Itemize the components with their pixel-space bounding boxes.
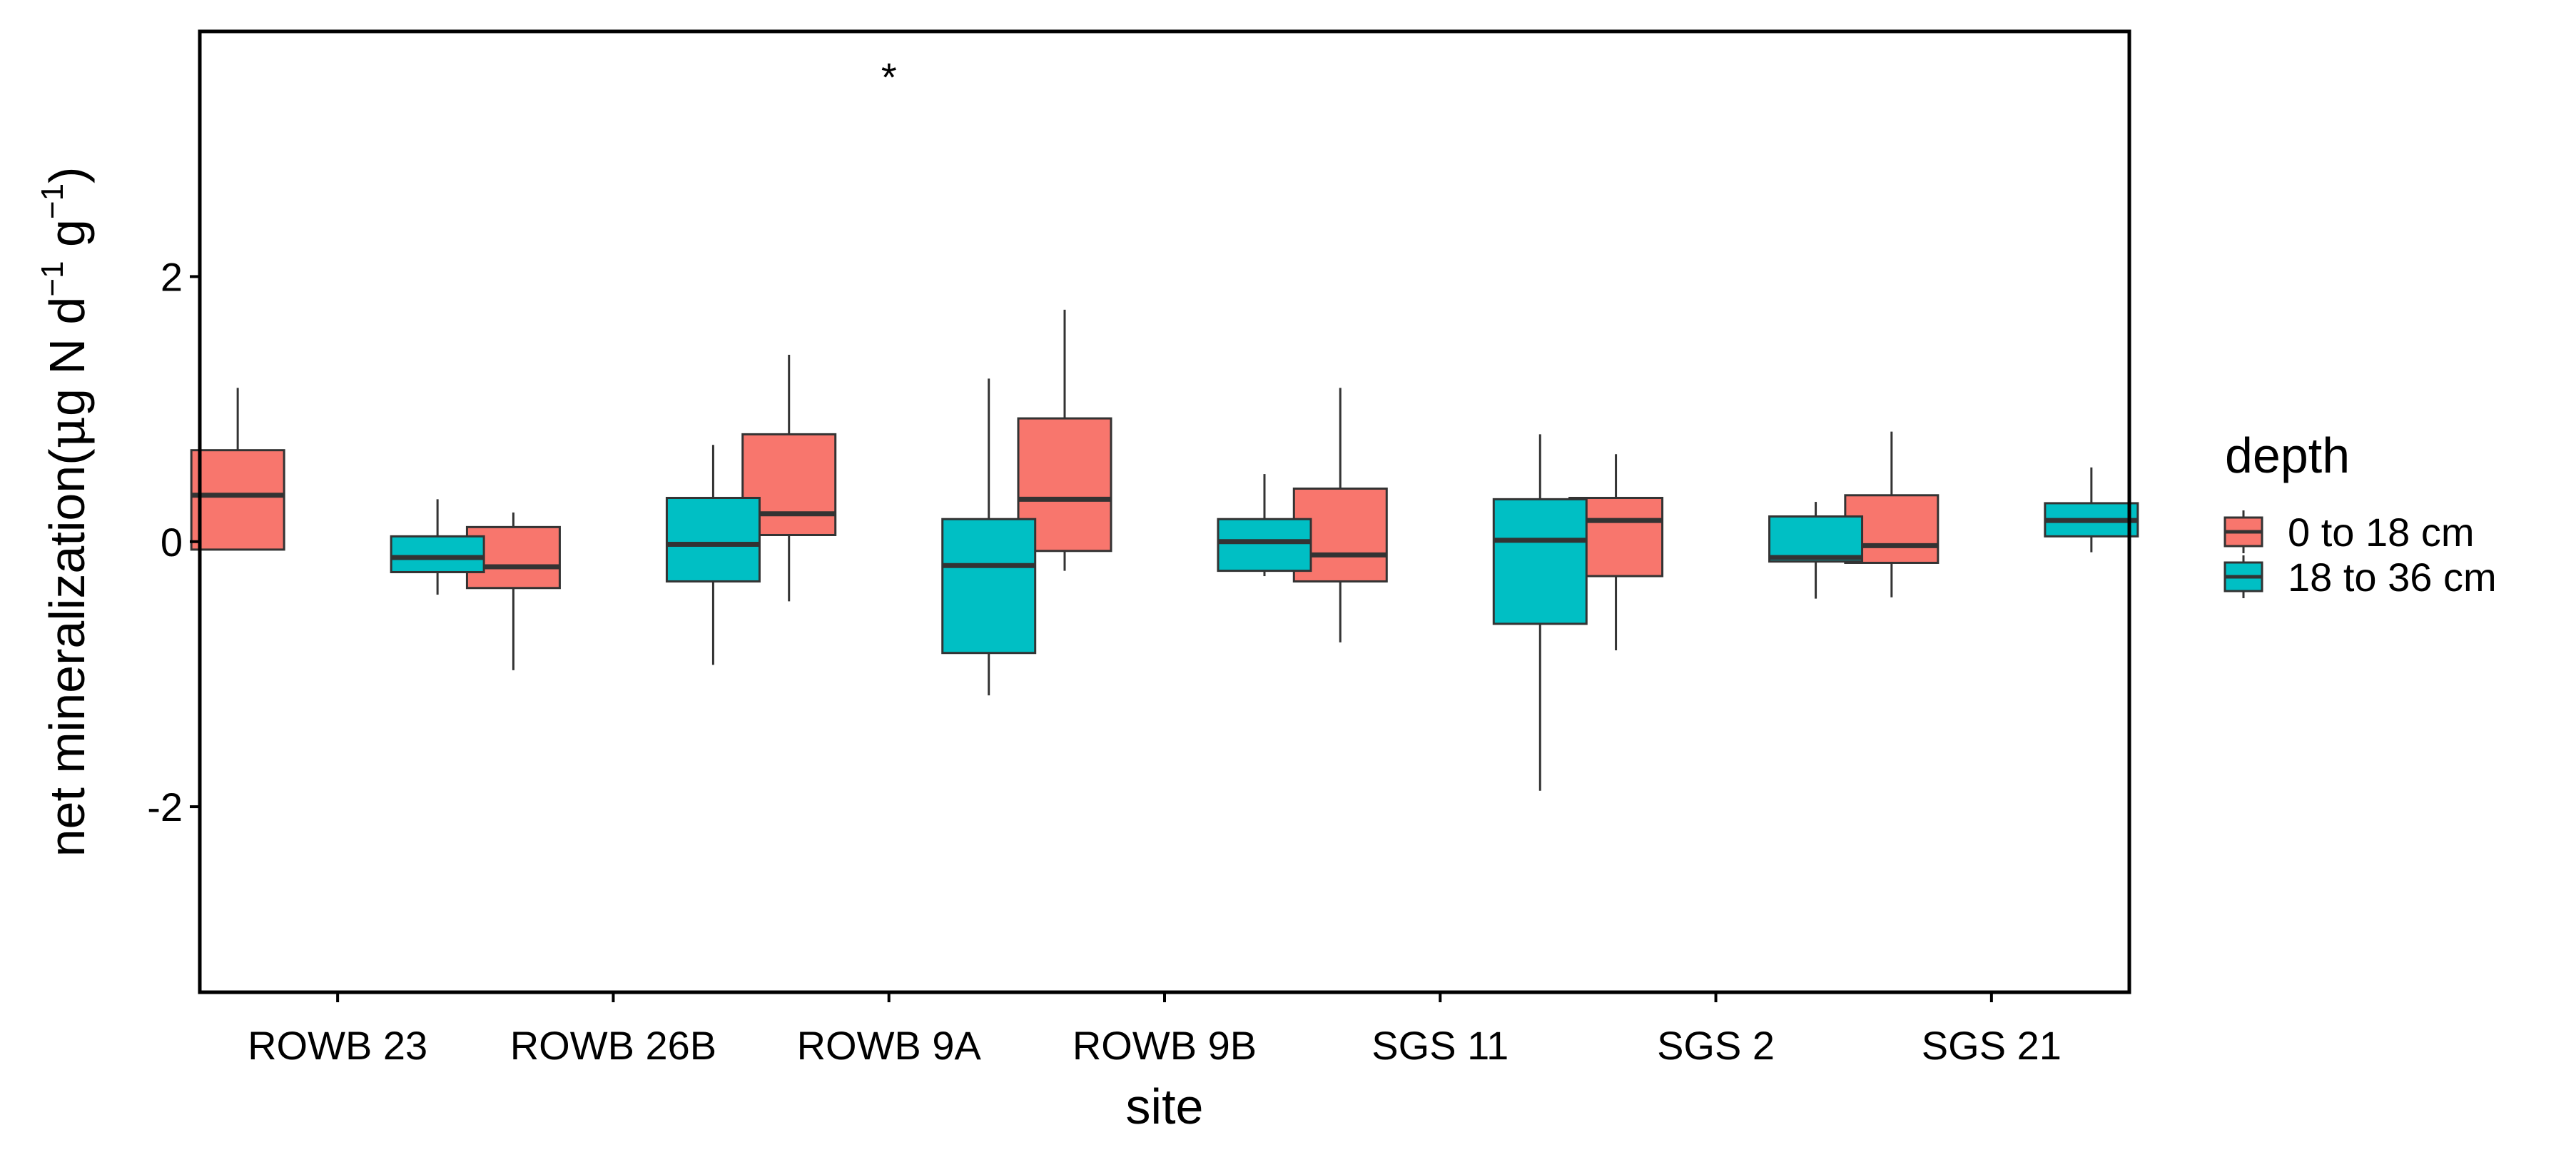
box-body (390, 535, 485, 573)
x-tick-label: SGS 11 (1371, 1023, 1508, 1068)
y-title-exponent-1: −1 (35, 261, 70, 296)
box-deep-5 (1768, 502, 1864, 599)
y-title-prefix: net mineralization( (39, 448, 95, 857)
x-tick-label: ROWB 9A (797, 1023, 982, 1068)
legend-title: depth (2225, 428, 2350, 483)
box-deep-2 (941, 378, 1037, 696)
y-title-exponent-2: −1 (35, 183, 70, 219)
significance-annotation: * (881, 55, 897, 100)
box-body (1768, 515, 1864, 563)
box-body (190, 449, 285, 551)
y-title-mid: g (39, 219, 95, 261)
y-title-mu: μ (38, 416, 96, 449)
box-deep-6 (2044, 467, 2139, 553)
box-body (665, 497, 761, 582)
plot-layer (190, 309, 2139, 791)
legend-entry-0: 0 to 18 cm (2223, 510, 2474, 555)
y-title-suffix: ) (39, 167, 95, 183)
x-tick-label: SGS 2 (1657, 1023, 1775, 1068)
x-axis-title: site (1126, 1079, 1204, 1134)
box-deep-1 (665, 445, 761, 665)
x-tick-label: SGS 21 (1922, 1023, 2062, 1068)
y-axis-title: net mineralization(μg N d−1 g−1) (35, 167, 96, 857)
box-body (1217, 518, 1312, 573)
box-body (941, 518, 1037, 655)
y-tick-label: 0 (161, 520, 183, 565)
x-tick-label: ROWB 26B (510, 1023, 716, 1068)
y-tick-label: -2 (147, 785, 183, 829)
legend-label: 0 to 18 cm (2288, 510, 2474, 555)
legend-entry-1: 18 to 36 cm (2223, 555, 2497, 600)
box-deep-3 (1217, 474, 1312, 577)
y-tick-label: 2 (161, 254, 183, 299)
axis-layer: 2 0 -2 ROWB 23 ROWB 26B ROWB 9A ROWB 9B SGS 11 S… (147, 55, 2062, 1068)
box-shallow-0 (190, 388, 285, 551)
x-tick-label: ROWB 9B (1073, 1023, 1257, 1068)
box-body (1492, 498, 1588, 625)
box-deep-0 (390, 499, 485, 595)
box-deep-4 (1492, 434, 1588, 791)
y-title-unit: g N d (39, 297, 95, 416)
x-tick-label: ROWB 23 (248, 1023, 427, 1068)
legend-label: 18 to 36 cm (2288, 555, 2497, 600)
